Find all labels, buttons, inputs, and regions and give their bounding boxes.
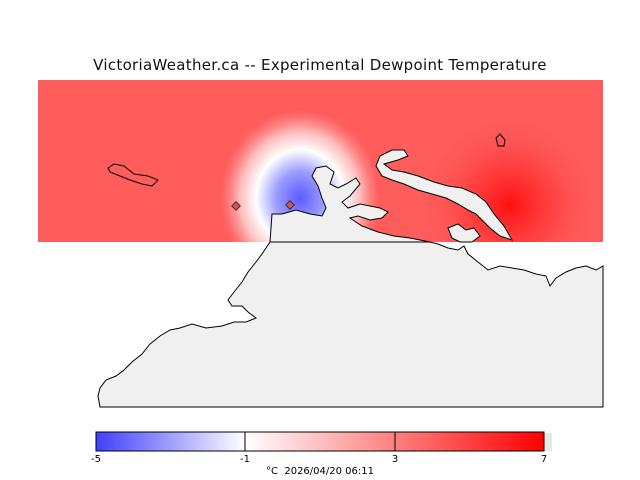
colorbar-tick-label: -1 bbox=[240, 454, 250, 465]
coastline-southeast bbox=[447, 223, 481, 243]
colorbar-frame bbox=[95, 431, 545, 452]
colorbar-caption: °C 2026/04/20 06:11 bbox=[0, 466, 640, 477]
station-marker-central bbox=[285, 200, 295, 210]
unit-label: °C bbox=[266, 466, 278, 477]
land-mass bbox=[97, 241, 604, 408]
coastline-east bbox=[375, 149, 514, 241]
colorbar-tick-label: 7 bbox=[540, 454, 548, 465]
station-marker-west bbox=[231, 201, 241, 211]
colorbar-tick-label: 3 bbox=[391, 454, 399, 465]
colorbar bbox=[95, 431, 552, 452]
timestamp-label: 2026/04/20 06:11 bbox=[284, 466, 374, 477]
coastline-inlet bbox=[269, 165, 431, 243]
colorbar-tick-label: -5 bbox=[91, 454, 101, 465]
map-title: VictoriaWeather.ca -- Experimental Dewpo… bbox=[93, 56, 547, 74]
colorbar-shadow bbox=[544, 433, 552, 451]
dewpoint-field bbox=[38, 80, 603, 242]
island-west bbox=[107, 163, 159, 187]
colorbar-gradient bbox=[96, 432, 544, 451]
island-northeast bbox=[495, 133, 506, 147]
cold-anomaly bbox=[38, 80, 603, 242]
